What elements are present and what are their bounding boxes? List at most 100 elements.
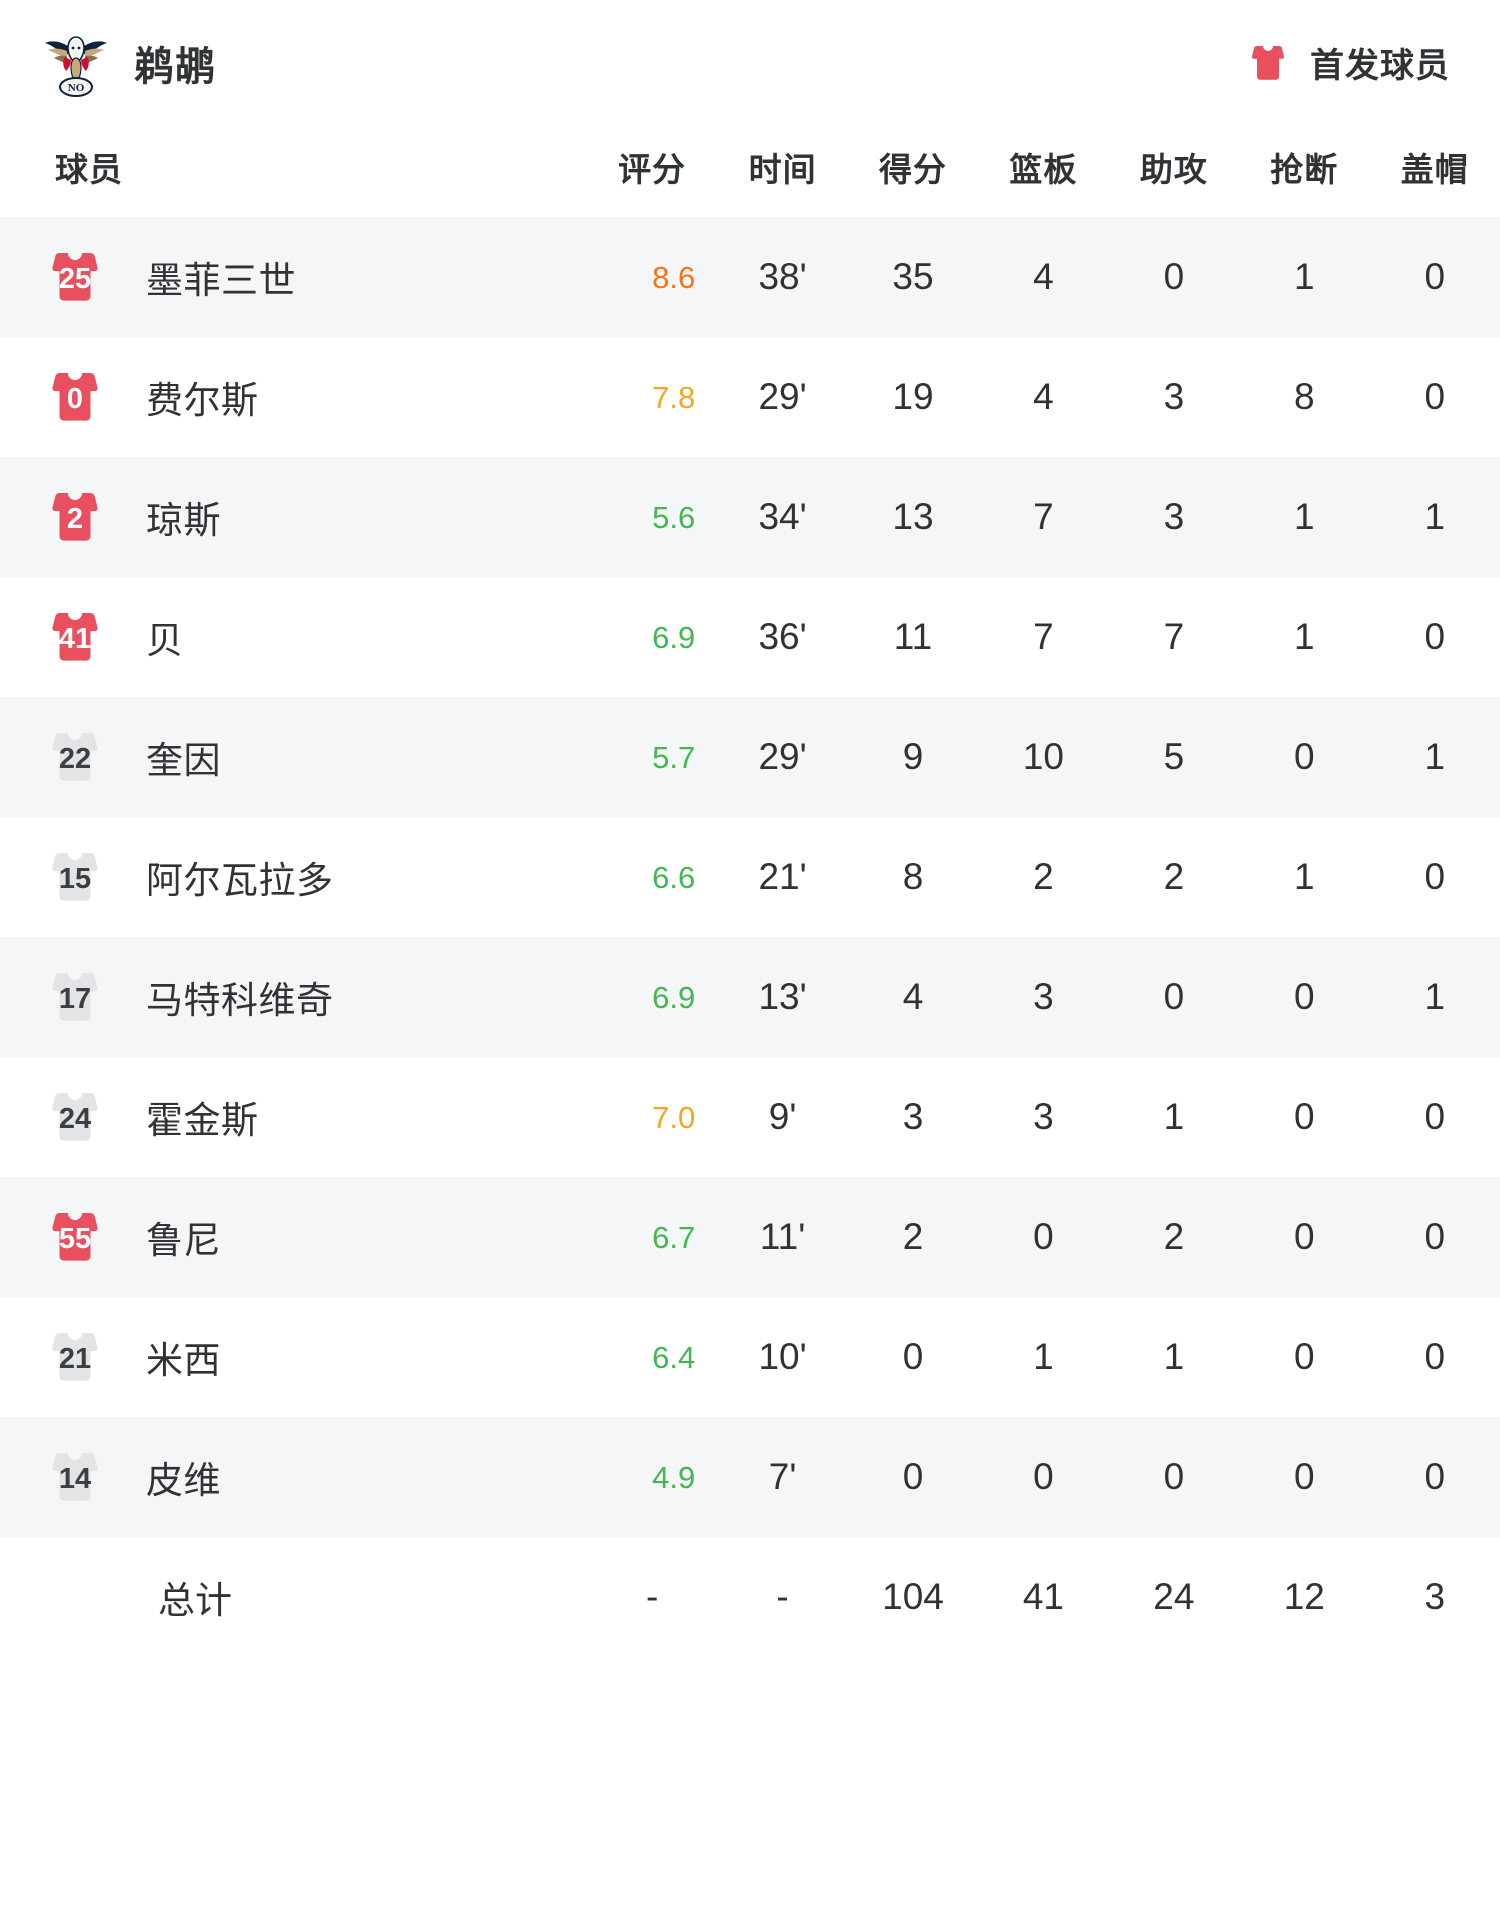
stat-assists: 0 xyxy=(1163,256,1185,297)
stat-assists: 3 xyxy=(1163,376,1185,417)
stat-steals: 0 xyxy=(1293,1096,1315,1137)
stat-assists: 7 xyxy=(1163,616,1185,657)
svg-text:NO: NO xyxy=(68,82,85,94)
player-cell[interactable]: 24 霍金斯 xyxy=(0,1057,587,1177)
column-header-minutes[interactable]: 时间 xyxy=(748,151,817,188)
stat-minutes: 9' xyxy=(768,1096,797,1137)
table-row[interactable]: 41 贝 6.9 36' 11 7 7 1 0 xyxy=(0,577,1500,697)
jersey-number: 21 xyxy=(58,1342,92,1375)
table-row[interactable]: 2 琼斯 5.6 34' 13 7 3 1 1 xyxy=(0,457,1500,577)
player-cell[interactable]: 17 马特科维奇 xyxy=(0,937,587,1057)
player-cell[interactable]: 21 米西 xyxy=(0,1297,587,1417)
table-row[interactable]: 17 马特科维奇 6.9 13' 4 3 0 0 1 xyxy=(0,937,1500,1057)
jersey-icon: 21 xyxy=(44,1326,106,1388)
stat-rebounds: 3 xyxy=(1033,976,1054,1017)
stat-blocks: 0 xyxy=(1424,616,1446,657)
player-cell[interactable]: 15 阿尔瓦拉多 xyxy=(0,817,587,937)
stat-rebounds: 4 xyxy=(1033,256,1054,297)
column-header-points[interactable]: 得分 xyxy=(879,151,947,188)
stat-rebounds: 7 xyxy=(1033,496,1054,537)
stat-rebounds: 0 xyxy=(1033,1456,1054,1497)
pelicans-logo-icon: NO xyxy=(40,27,112,99)
jersey-icon: 24 xyxy=(44,1086,106,1148)
stat-assists: 0 xyxy=(1163,976,1185,1017)
player-cell[interactable]: 14 皮维 xyxy=(0,1417,587,1537)
stat-steals: 1 xyxy=(1293,856,1315,897)
player-name: 贝 xyxy=(146,620,184,661)
column-header-steals[interactable]: 抢断 xyxy=(1270,151,1339,188)
player-name: 奎因 xyxy=(146,740,221,781)
totals-row: 总计 - - 104 41 24 12 3 xyxy=(0,1537,1500,1657)
stat-minutes: 7' xyxy=(768,1456,797,1497)
totals-minutes: - xyxy=(776,1576,789,1617)
jersey-number: 22 xyxy=(58,742,92,775)
box-score-table: 球员 评分 时间 得分 篮板 助攻 抢断 盖帽 25 墨菲三世 8.6 38' 35 4 0… xyxy=(0,125,1500,1657)
jersey-number: 25 xyxy=(58,262,92,295)
player-cell[interactable]: 55 鲁尼 xyxy=(0,1177,587,1297)
totals-blocks: 3 xyxy=(1424,1576,1446,1617)
jersey-icon: 25 xyxy=(44,246,106,308)
rating-cell: 6.9 xyxy=(652,980,696,1016)
jersey-number: 15 xyxy=(58,862,92,895)
player-cell[interactable]: 25 墨菲三世 xyxy=(0,217,587,337)
stat-steals: 0 xyxy=(1293,976,1315,1017)
jersey-icon: 22 xyxy=(44,726,106,788)
player-cell[interactable]: 0 费尔斯 xyxy=(0,337,587,457)
player-cell[interactable]: 2 琼斯 xyxy=(0,457,587,577)
table-row[interactable]: 24 霍金斯 7.0 9' 3 3 1 0 0 xyxy=(0,1057,1500,1177)
stat-steals: 8 xyxy=(1293,376,1315,417)
table-row[interactable]: 15 阿尔瓦拉多 6.6 21' 8 2 2 1 0 xyxy=(0,817,1500,937)
jersey-number: 41 xyxy=(58,622,92,655)
stat-minutes: 34' xyxy=(758,496,807,537)
team-name: 鹈鹕 xyxy=(134,44,216,89)
stat-rebounds: 4 xyxy=(1033,376,1054,417)
stat-steals: 0 xyxy=(1293,1336,1315,1377)
table-row[interactable]: 21 米西 6.4 10' 0 1 1 0 0 xyxy=(0,1297,1500,1417)
stat-steals: 0 xyxy=(1293,736,1315,777)
jersey-icon: 17 xyxy=(44,966,106,1028)
stat-blocks: 0 xyxy=(1424,856,1446,897)
legend-label: 首发球员 xyxy=(1310,47,1450,85)
stat-steals: 1 xyxy=(1293,256,1315,297)
jersey-icon: 55 xyxy=(44,1206,106,1268)
stat-points: 19 xyxy=(892,376,934,417)
table-row[interactable]: 22 奎因 5.7 29' 9 10 5 0 1 xyxy=(0,697,1500,817)
column-header-blocks[interactable]: 盖帽 xyxy=(1400,151,1469,188)
player-name: 琼斯 xyxy=(146,500,221,541)
totals-rating: - xyxy=(646,1576,659,1617)
stat-assists: 1 xyxy=(1163,1336,1185,1377)
jersey-number: 2 xyxy=(66,502,84,535)
table-header: 球员 评分 时间 得分 篮板 助攻 抢断 盖帽 xyxy=(0,125,1500,217)
stat-assists: 0 xyxy=(1163,1456,1185,1497)
stat-rebounds: 10 xyxy=(1022,736,1064,777)
player-cell[interactable]: 41 贝 xyxy=(0,577,587,697)
jersey-icon: 2 xyxy=(44,486,106,548)
stat-assists: 1 xyxy=(1163,1096,1185,1137)
rating-cell: 7.8 xyxy=(652,380,696,416)
stat-rebounds: 3 xyxy=(1033,1096,1054,1137)
jersey-icon xyxy=(1246,41,1290,85)
team-identity: NO 鹈鹕 xyxy=(40,27,216,99)
table-row[interactable]: 25 墨菲三世 8.6 38' 35 4 0 1 0 xyxy=(0,217,1500,337)
stat-blocks: 1 xyxy=(1424,976,1446,1017)
table-row[interactable]: 14 皮维 4.9 7' 0 0 0 0 0 xyxy=(0,1417,1500,1537)
stat-blocks: 1 xyxy=(1424,736,1446,777)
jersey-icon: 0 xyxy=(44,366,106,428)
stat-steals: 0 xyxy=(1293,1456,1315,1497)
player-cell[interactable]: 22 奎因 xyxy=(0,697,587,817)
column-header-player[interactable]: 球员 xyxy=(55,151,123,188)
legend: 首发球员 xyxy=(1246,38,1462,87)
rating-cell: 5.7 xyxy=(652,740,696,776)
column-header-assists[interactable]: 助攻 xyxy=(1139,151,1208,188)
stat-blocks: 0 xyxy=(1424,1216,1446,1257)
stat-minutes: 21' xyxy=(758,856,807,897)
stat-rebounds: 2 xyxy=(1033,856,1054,897)
player-name: 鲁尼 xyxy=(146,1220,221,1261)
table-row[interactable]: 0 费尔斯 7.8 29' 19 4 3 8 0 xyxy=(0,337,1500,457)
column-header-rating[interactable]: 评分 xyxy=(618,151,687,188)
table-body: 25 墨菲三世 8.6 38' 35 4 0 1 0 0 费尔斯 7.8 29' 19 4 3 8 0 2 琼斯 5.6… xyxy=(0,217,1500,1657)
table-row[interactable]: 55 鲁尼 6.7 11' 2 0 2 0 0 xyxy=(0,1177,1500,1297)
stat-points: 35 xyxy=(892,256,934,297)
column-header-rebounds[interactable]: 篮板 xyxy=(1009,151,1078,188)
